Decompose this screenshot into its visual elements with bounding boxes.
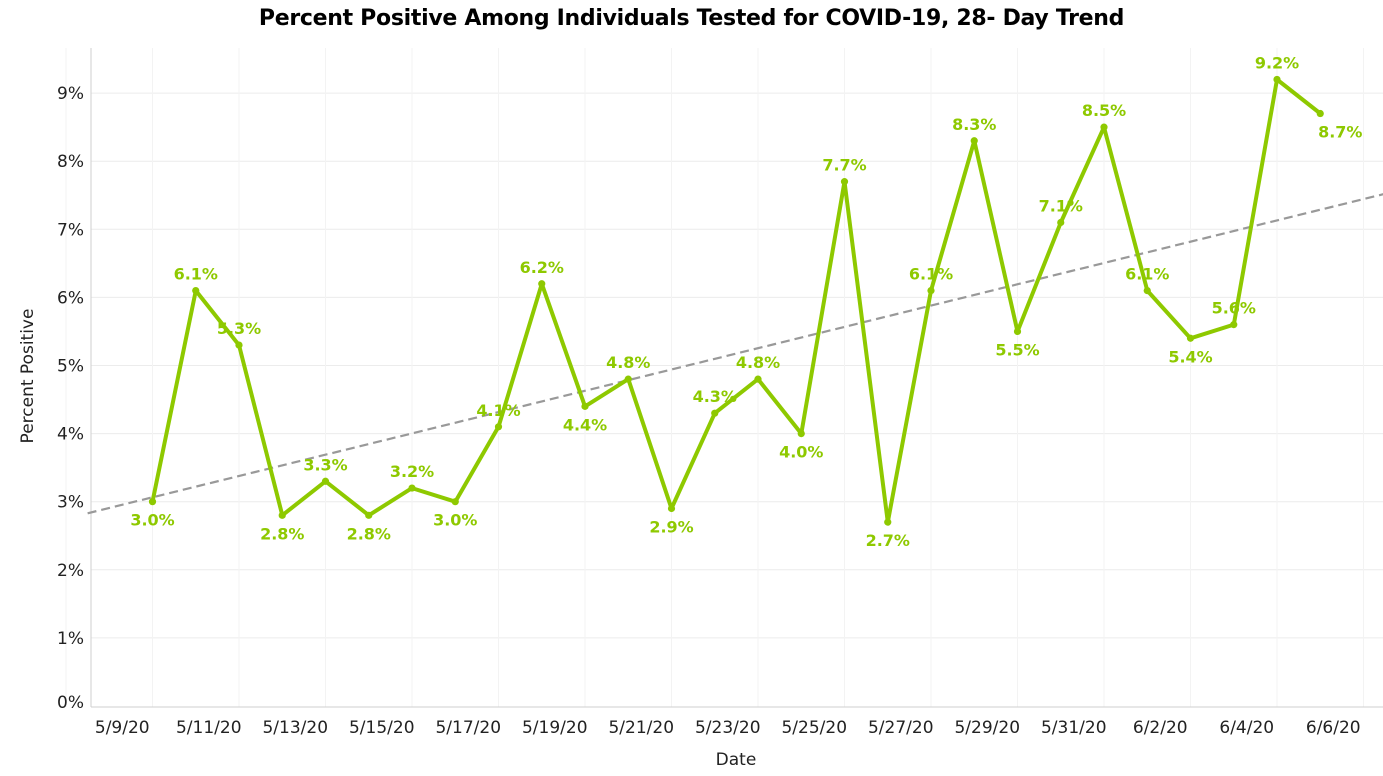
data-label: 6.1% [174,265,218,284]
data-label: 2.7% [866,531,910,550]
data-label: 8.5% [1082,101,1126,120]
x-tick-label: 5/25/20 [781,718,847,738]
axes: 0% 1% 2% 3% 4% 5% 6% 7% 8% 9% 5/9/20 5/11/20 5/13/20… [57,48,1383,738]
data-point [754,375,762,383]
data-point [1013,327,1022,336]
data-point [1316,109,1324,118]
x-tick-label: 5/31/20 [1041,718,1107,738]
data-point [667,504,676,513]
data-label: 6.2% [520,258,564,277]
data-label: 3.3% [303,455,347,474]
y-tick-label: 6% [57,288,84,308]
y-tick-label: 0% [57,693,84,713]
data-label: 2.8% [347,524,391,543]
data-label: 5.6% [1212,299,1256,318]
data-labels: 3.0% 6.1% 5.3% 2.8% 3.3% 2.8% 3.2% 3.0% 4.1% 6.2%… [130,53,1362,550]
y-tick-label: 1% [57,629,84,649]
data-point [365,511,373,519]
data-label: 7.7% [822,156,866,175]
data-point [581,402,589,410]
data-label: 5.4% [1168,347,1212,366]
data-label: 4.4% [563,415,607,434]
grid-lines [65,48,1383,707]
data-point [624,375,632,383]
data-point [538,280,546,288]
y-tick-label: 5% [57,357,84,377]
data-point [451,498,459,506]
y-tick-label: 7% [57,220,84,240]
data-label: 3.0% [433,511,477,530]
y-axis-title: Percent Positive [18,309,38,444]
x-tick-label: 5/27/20 [868,718,934,738]
data-point [1100,123,1108,131]
y-tick-label: 3% [57,493,84,513]
data-label: 3.2% [390,462,434,481]
chart-title: Percent Positive Among Individuals Teste… [258,6,1125,31]
x-tick-label: 6/2/20 [1133,718,1188,738]
data-point [148,498,157,506]
data-point [235,341,243,349]
x-tick-label: 5/9/20 [95,718,150,738]
data-point [840,178,849,186]
x-axis-title: Date [716,750,757,770]
data-label: 6.1% [1125,265,1169,284]
y-tick-label: 4% [57,425,84,445]
x-tick-label: 6/6/20 [1306,718,1361,738]
x-tick-label: 5/11/20 [176,718,242,738]
y-tick-label: 8% [57,152,84,172]
x-tick-label: 6/4/20 [1219,718,1274,738]
data-label: 8.7% [1318,123,1362,142]
data-point [494,423,503,431]
data-point [408,484,416,492]
data-point [711,409,719,417]
x-tick-label: 5/17/20 [435,718,501,738]
data-point [1186,334,1195,342]
data-label: 9.2% [1255,53,1299,72]
trend-line [87,193,1383,515]
x-tick-label: 5/23/20 [695,718,761,738]
data-label: 8.3% [952,115,996,134]
data-label: 4.1% [476,401,520,420]
x-tick-label: 5/21/20 [608,718,674,738]
data-point [1057,218,1065,227]
data-label: 2.8% [260,524,304,543]
data-point [192,286,200,295]
data-point [321,477,330,485]
y-tick-label: 9% [57,84,84,104]
data-point [1273,75,1281,84]
x-tick-label: 5/29/20 [954,718,1020,738]
data-label: 4.8% [736,353,780,372]
data-label: 2.9% [649,518,693,537]
data-label: 5.3% [217,319,261,338]
data-point [1230,321,1238,329]
data-point [1143,286,1151,295]
data-point [797,430,805,438]
y-tick-label: 2% [57,561,84,581]
data-point [278,511,286,519]
series-line [150,77,1323,525]
data-label: 7.1% [1039,196,1083,215]
data-label: 3.0% [130,511,174,530]
trend-line-layer [87,193,1383,515]
data-label: 6.1% [909,265,953,284]
x-tick-label: 5/19/20 [522,718,588,738]
x-tick-label: 5/13/20 [262,718,328,738]
data-label: 4.0% [779,443,823,462]
series-layer [148,75,1324,526]
x-tick-label: 5/15/20 [349,718,415,738]
data-point [927,286,935,295]
data-point [970,137,978,145]
data-label: 5.5% [995,340,1039,359]
data-label: 4.3% [693,387,737,406]
data-label: 4.8% [606,353,650,372]
data-point [884,518,892,526]
